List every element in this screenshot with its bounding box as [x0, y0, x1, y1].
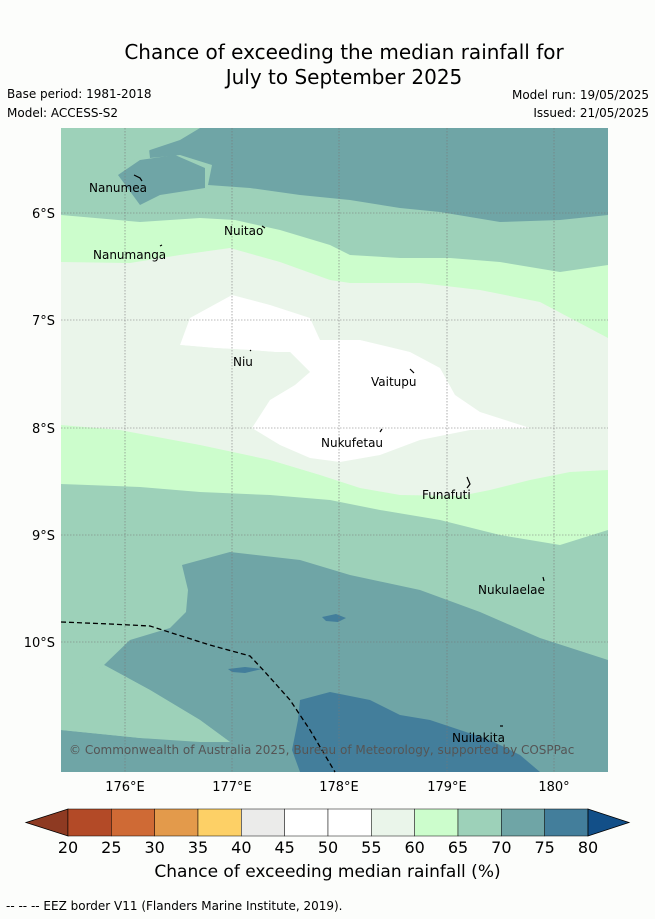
island-label-nukufetau: Nukufetau — [321, 436, 383, 450]
band-75-80-blob-b — [228, 667, 262, 673]
island-label-niu: Niu — [233, 355, 253, 369]
longitude-labels: 176°E 177°E 178°E 179°E 180° — [105, 780, 569, 795]
band-55-60-west — [61, 344, 310, 385]
rainfall-map: Nanumea Nuitao Nanumanga Niu Vaitupu Nuk… — [24, 128, 608, 795]
band-75-80-blob-a — [322, 614, 346, 622]
band-70-75-nanumea — [118, 155, 205, 205]
island-label-nuitao: Nuitao — [224, 224, 263, 238]
colorbar-cell — [327, 808, 372, 837]
island-shapes — [133, 174, 545, 727]
colorbar-tick-label: 30 — [144, 838, 164, 857]
band-75-80-south — [292, 692, 540, 772]
colorbar-tick-label: 45 — [274, 838, 294, 857]
band-70-75-south — [61, 552, 608, 772]
colorbar-cell — [241, 808, 285, 837]
latitude-labels: 6°S 7°S 8°S 9°S 10°S — [24, 207, 55, 651]
colorbar-cell — [284, 808, 329, 837]
lat-label-6s: 6°S — [32, 207, 55, 222]
island-labels: Nanumea Nuitao Nanumanga Niu Vaitupu Nuk… — [89, 181, 545, 745]
graticule — [61, 128, 608, 772]
colorbar-tick-label: 40 — [231, 838, 251, 857]
copyright-notice: © Commonwealth of Australia 2025, Bureau… — [69, 743, 574, 757]
band-65-70-nw — [61, 128, 200, 170]
map-title: Chance of exceeding the median rainfall … — [0, 40, 655, 90]
eez-legend-note: -- -- -- EEZ border V11 (Flanders Marine… — [6, 899, 343, 913]
lat-label-9s: 9°S — [32, 529, 55, 544]
colorbar-tick-label: 35 — [188, 838, 208, 857]
colorbar-tick-label: 55 — [361, 838, 381, 857]
colorbar-cells — [24, 808, 631, 837]
colorbar-over-arrow — [587, 808, 631, 837]
colorbar-tick-label: 70 — [491, 838, 511, 857]
colorbar-tick-label: 75 — [534, 838, 554, 857]
lon-label-178e: 178°E — [319, 780, 359, 795]
island-label-nuilakita: Nuilakita — [452, 731, 505, 745]
colorbar-cell — [67, 808, 112, 837]
map-shading — [61, 128, 608, 772]
title-line-1: Chance of exceeding the median rainfall … — [124, 40, 564, 64]
colorbar-cell — [197, 808, 242, 837]
lon-label-179e: 179°E — [427, 780, 467, 795]
colorbar-cell — [371, 808, 415, 837]
colorbar-tick-label: 20 — [58, 838, 78, 857]
title-line-2: July to September 2025 — [225, 65, 463, 89]
island-label-funafuti: Funafuti — [422, 488, 471, 502]
colorbar-tick-label: 60 — [404, 838, 424, 857]
lon-label-180: 180° — [538, 780, 569, 795]
base-period: Base period: 1981-2018 — [7, 87, 152, 101]
island-shape-nanumea — [133, 174, 143, 182]
colorbar-tick-label: 65 — [448, 838, 468, 857]
colorbar-ticks: 20 25 30 35 40 45 50 55 60 65 70 75 80 — [58, 838, 598, 857]
band-65-70-sw — [61, 665, 230, 742]
colorbar-cell — [414, 808, 459, 837]
colorbar-cell — [457, 808, 502, 837]
colorbar-cell — [501, 808, 545, 837]
lat-label-7s: 7°S — [32, 314, 55, 329]
island-label-nanumea: Nanumea — [89, 181, 147, 195]
issued-date: Issued: 21/05/2025 — [533, 106, 649, 120]
lon-label-176e: 176°E — [105, 780, 145, 795]
band-70-75-north — [148, 128, 608, 222]
lon-label-177e: 177°E — [212, 780, 252, 795]
island-label-nukulaelae: Nukulaelae — [478, 583, 545, 597]
colorbar-label: Chance of exceeding median rainfall (%) — [154, 862, 501, 882]
colorbar-tick-label: 80 — [578, 838, 598, 857]
colorbar-under-arrow — [24, 808, 69, 837]
model-name: Model: ACCESS-S2 — [7, 106, 119, 120]
colorbar-cell — [544, 808, 589, 837]
eez-border — [60, 621, 336, 773]
lat-label-10s: 10°S — [24, 636, 55, 651]
band-45-55-center — [180, 295, 530, 462]
lat-label-8s: 8°S — [32, 422, 55, 437]
colorbar-tick-label: 50 — [318, 838, 338, 857]
colorbar-tick-label: 25 — [101, 838, 121, 857]
colorbar-cell — [111, 808, 155, 837]
colorbar-cell — [154, 808, 199, 837]
island-label-nanumanga: Nanumanga — [93, 248, 166, 262]
island-label-vaitupu: Vaitupu — [371, 375, 417, 389]
model-run: Model run: 19/05/2025 — [511, 88, 649, 102]
